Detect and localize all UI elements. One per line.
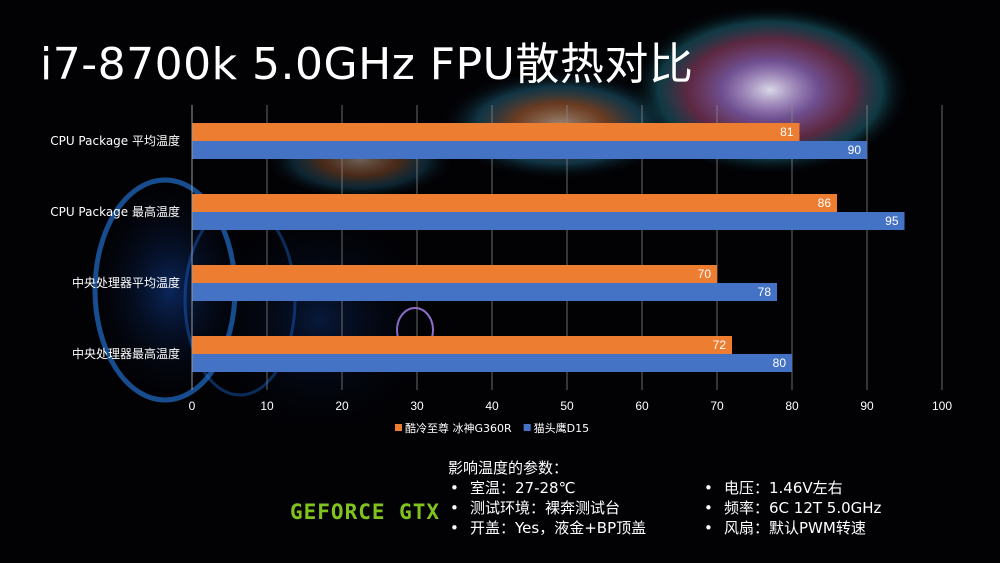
- parameter-item: • 测试环境：裸奔测试台: [448, 498, 646, 518]
- bar: [192, 123, 800, 141]
- bar: [192, 283, 777, 301]
- parameters-title: 影响温度的参数：: [448, 458, 988, 478]
- data-label: 80: [773, 356, 787, 370]
- bullet-icon: •: [702, 498, 724, 518]
- parameters-left-column: • 室温：27-28℃ • 测试环境：裸奔测试台 • 开盖：Yes，液金+BP顶…: [448, 478, 646, 538]
- data-label: 72: [713, 338, 727, 352]
- legend-swatch: [395, 424, 402, 431]
- x-tick-label: 40: [485, 399, 499, 413]
- parameter-frequency: 频率：6C 12T 5.0GHz: [724, 498, 881, 518]
- parameter-test-environment: 测试环境：裸奔测试台: [470, 498, 620, 518]
- bar: [192, 354, 792, 372]
- x-tick-label: 20: [335, 399, 349, 413]
- parameters-right-column: • 电压：1.46V左右 • 频率：6C 12T 5.0GHz • 风扇：默认P…: [702, 478, 881, 538]
- bullet-icon: •: [702, 518, 724, 538]
- parameter-item: • 开盖：Yes，液金+BP顶盖: [448, 518, 646, 538]
- category-label: CPU Package 最高温度: [50, 204, 180, 219]
- x-tick-label: 60: [635, 399, 649, 413]
- data-label: 78: [758, 285, 772, 299]
- category-label: CPU Package 平均温度: [50, 133, 180, 148]
- bullet-icon: •: [448, 478, 470, 498]
- bar: [192, 141, 867, 159]
- category-label: 中央处理器最高温度: [72, 346, 180, 361]
- x-tick-label: 30: [410, 399, 424, 413]
- category-label: 中央处理器平均温度: [72, 275, 180, 290]
- x-tick-label: 0: [189, 399, 196, 413]
- parameter-item: • 频率：6C 12T 5.0GHz: [702, 498, 881, 518]
- parameter-delid: 开盖：Yes，液金+BP顶盖: [470, 518, 646, 538]
- data-label: 90: [848, 143, 862, 157]
- parameter-room-temperature: 室温：27-28℃: [470, 478, 575, 498]
- x-tick-label: 90: [860, 399, 874, 413]
- legend-label: 猫头鹰D15: [534, 421, 589, 435]
- parameter-item: • 风扇：默认PWM转速: [702, 518, 881, 538]
- bullet-icon: •: [448, 518, 470, 538]
- legend-swatch: [524, 424, 531, 431]
- bar: [192, 212, 905, 230]
- legend-label: 酷冷至尊 冰神G360R: [405, 421, 512, 435]
- x-tick-label: 10: [260, 399, 274, 413]
- bar: [192, 265, 717, 283]
- bar: [192, 336, 732, 354]
- bullet-icon: •: [448, 498, 470, 518]
- parameter-item: • 室温：27-28℃: [448, 478, 646, 498]
- bullet-icon: •: [702, 478, 724, 498]
- geforce-gtx-logo: GEFORCE GTX: [290, 500, 440, 524]
- parameter-item: • 电压：1.46V左右: [702, 478, 881, 498]
- parameter-fan: 风扇：默认PWM转速: [724, 518, 866, 538]
- data-label: 81: [780, 125, 794, 139]
- x-tick-label: 70: [710, 399, 724, 413]
- x-tick-label: 100: [932, 399, 952, 413]
- parameter-voltage: 电压：1.46V左右: [724, 478, 843, 498]
- data-label: 86: [818, 196, 832, 210]
- data-label: 70: [698, 267, 712, 281]
- test-parameters: 影响温度的参数： • 室温：27-28℃ • 测试环境：裸奔测试台 • 开盖：Y…: [448, 458, 988, 478]
- bar: [192, 194, 837, 212]
- x-tick-label: 80: [785, 399, 799, 413]
- data-label: 95: [885, 214, 899, 228]
- x-tick-label: 50: [560, 399, 574, 413]
